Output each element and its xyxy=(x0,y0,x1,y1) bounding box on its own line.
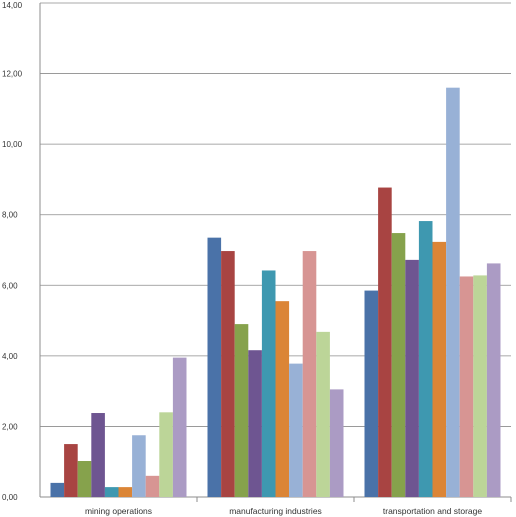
y-tick-labels: 0,00 2,00 4,00 6,00 8,00 10,00 12,00 14,00 xyxy=(2,1,23,502)
bar xyxy=(446,87,460,497)
bar xyxy=(77,461,92,497)
bar xyxy=(418,221,433,497)
bar xyxy=(261,270,276,497)
y-tick-label: 4,00 xyxy=(2,352,18,361)
category-labels: mining operations manufacturing industrie… xyxy=(85,506,482,516)
bar xyxy=(378,187,392,497)
y-tick-label: 0,00 xyxy=(2,493,18,502)
y-tick-label: 8,00 xyxy=(2,211,18,220)
bar xyxy=(104,487,119,497)
bar xyxy=(289,363,303,497)
y-tick-label: 2,00 xyxy=(2,422,18,431)
bar xyxy=(172,357,187,497)
bar xyxy=(145,475,160,497)
y-tick-label: 14,00 xyxy=(2,1,23,10)
bar xyxy=(405,259,419,497)
bar xyxy=(486,263,501,497)
y-tick-label: 6,00 xyxy=(2,281,18,290)
y-tick-label: 10,00 xyxy=(2,140,23,149)
bar xyxy=(91,413,105,497)
y-tick-label: 12,00 xyxy=(2,70,23,79)
bar xyxy=(132,435,146,497)
bar xyxy=(221,251,235,497)
bar xyxy=(50,482,65,497)
bar xyxy=(432,241,447,497)
bars xyxy=(50,87,501,497)
bar xyxy=(364,290,379,497)
bar xyxy=(329,389,344,497)
bar xyxy=(207,237,222,497)
bar xyxy=(275,301,290,497)
bar xyxy=(316,331,330,497)
bar xyxy=(473,275,487,497)
bar xyxy=(159,412,173,497)
bar xyxy=(302,251,317,497)
bar xyxy=(118,487,133,497)
bar xyxy=(391,233,406,497)
bar xyxy=(234,324,249,497)
bar xyxy=(459,276,474,497)
category-label: transportation and storage xyxy=(383,506,483,516)
category-label: mining operations xyxy=(85,506,152,516)
bar xyxy=(248,350,262,497)
bar xyxy=(64,444,78,497)
category-label: manufacturing industries xyxy=(229,506,322,516)
